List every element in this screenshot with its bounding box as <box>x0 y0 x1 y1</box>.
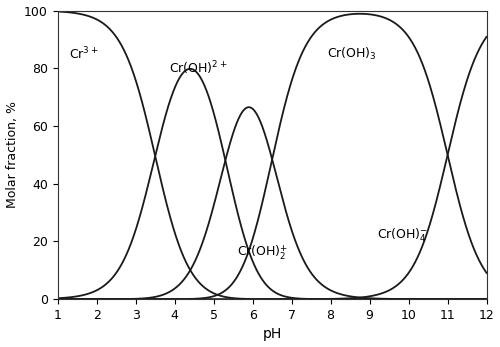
Text: Cr(OH)$_4^{-}$: Cr(OH)$_4^{-}$ <box>378 227 429 244</box>
Text: Cr$^{3+}$: Cr$^{3+}$ <box>70 45 99 62</box>
X-axis label: pH: pH <box>262 328 282 341</box>
Text: Cr(OH)$_2^{+}$: Cr(OH)$_2^{+}$ <box>237 244 288 262</box>
Y-axis label: Molar fraction, %: Molar fraction, % <box>6 101 18 208</box>
Text: Cr(OH)$_3$: Cr(OH)$_3$ <box>326 46 376 62</box>
Text: Cr(OH)$^{2+}$: Cr(OH)$^{2+}$ <box>169 59 228 77</box>
